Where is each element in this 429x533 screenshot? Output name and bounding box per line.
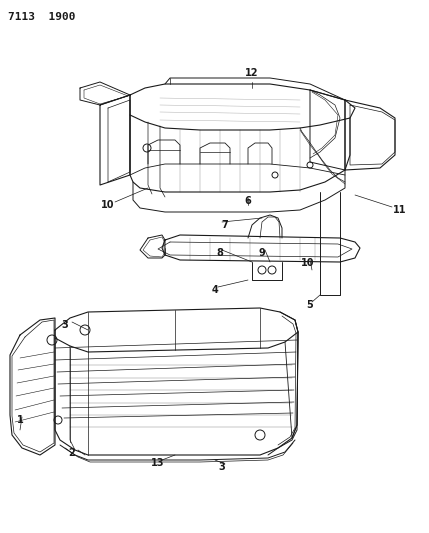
Text: 11: 11 (393, 205, 407, 215)
Text: 6: 6 (245, 196, 251, 206)
Text: 4: 4 (211, 285, 218, 295)
Text: 8: 8 (217, 248, 224, 258)
Text: 2: 2 (69, 448, 76, 458)
Text: 12: 12 (245, 68, 259, 78)
Text: 7113  1900: 7113 1900 (8, 12, 76, 22)
Text: 13: 13 (151, 458, 165, 468)
Text: 3: 3 (62, 320, 68, 330)
Text: 1: 1 (17, 415, 23, 425)
Text: 10: 10 (301, 258, 315, 268)
Text: 5: 5 (307, 300, 313, 310)
Text: 7: 7 (222, 220, 228, 230)
Text: 3: 3 (219, 462, 225, 472)
Text: 9: 9 (259, 248, 266, 258)
Text: 10: 10 (101, 200, 115, 210)
